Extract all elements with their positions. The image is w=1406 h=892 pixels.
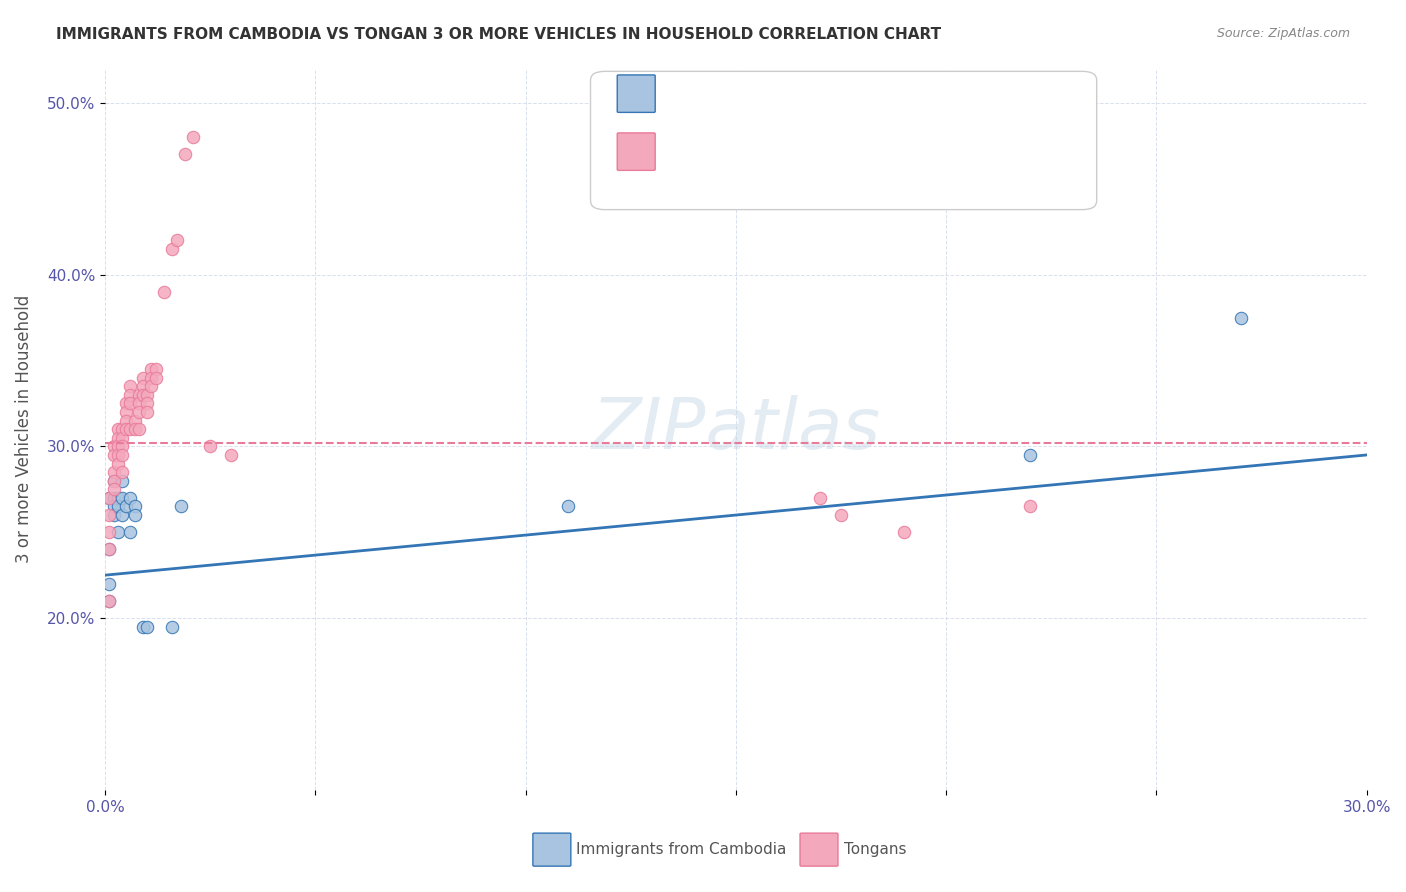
Point <box>115 405 138 419</box>
Point <box>111 431 134 445</box>
Point <box>1019 448 1042 462</box>
Point <box>107 525 129 540</box>
Point <box>170 500 193 514</box>
Text: IMMIGRANTS FROM CAMBODIA VS TONGAN 3 OR MORE VEHICLES IN HOUSEHOLD CORRELATION C: IMMIGRANTS FROM CAMBODIA VS TONGAN 3 OR … <box>56 27 942 42</box>
Point <box>141 379 163 393</box>
Point <box>98 594 121 608</box>
Point <box>166 233 188 247</box>
Point <box>120 388 142 402</box>
Point <box>219 448 242 462</box>
Point <box>136 405 159 419</box>
Point <box>830 508 852 522</box>
Point <box>893 525 915 540</box>
Point <box>120 525 142 540</box>
Point <box>132 370 155 384</box>
Text: Immigrants from Cambodia: Immigrants from Cambodia <box>576 842 787 856</box>
Point <box>141 370 163 384</box>
Point <box>103 491 125 505</box>
Y-axis label: 3 or more Vehicles in Household: 3 or more Vehicles in Household <box>15 295 32 564</box>
Point <box>107 422 129 436</box>
Point <box>111 422 134 436</box>
Point <box>98 491 121 505</box>
Point <box>111 474 134 488</box>
Point <box>124 422 146 436</box>
Point <box>128 422 150 436</box>
Point <box>162 620 184 634</box>
Point <box>1019 500 1042 514</box>
Point <box>124 414 146 428</box>
Point <box>103 474 125 488</box>
Text: N =: N = <box>780 143 828 161</box>
Point <box>162 242 184 256</box>
Text: N =: N = <box>780 85 828 103</box>
Point <box>107 448 129 462</box>
Point <box>128 405 150 419</box>
Point <box>132 379 155 393</box>
Point <box>107 457 129 471</box>
Text: R =: R = <box>664 143 700 161</box>
Point <box>98 525 121 540</box>
Point <box>98 508 121 522</box>
Point <box>124 500 146 514</box>
Point <box>115 396 138 410</box>
Point <box>124 508 146 522</box>
Point <box>120 379 142 393</box>
Point <box>107 500 129 514</box>
Text: 0.212: 0.212 <box>710 85 762 103</box>
Text: Tongans: Tongans <box>844 842 905 856</box>
Point <box>145 370 167 384</box>
Text: ZIPatlas: ZIPatlas <box>592 394 880 464</box>
Point <box>1229 310 1251 325</box>
Point <box>136 388 159 402</box>
Point <box>128 396 150 410</box>
Point <box>153 285 176 299</box>
Point <box>120 396 142 410</box>
Point <box>98 594 121 608</box>
Point <box>103 508 125 522</box>
Point <box>115 414 138 428</box>
Text: 26: 26 <box>844 85 866 103</box>
Point <box>557 500 579 514</box>
Point <box>103 500 125 514</box>
Point <box>107 431 129 445</box>
Point <box>98 491 121 505</box>
Point <box>200 439 222 453</box>
Point <box>111 465 134 479</box>
Point <box>111 491 134 505</box>
Point <box>145 362 167 376</box>
Point <box>115 422 138 436</box>
Point <box>136 396 159 410</box>
Point <box>103 474 125 488</box>
Point <box>103 465 125 479</box>
Point <box>132 620 155 634</box>
Point <box>103 483 125 497</box>
Point <box>103 448 125 462</box>
Point <box>136 620 159 634</box>
Point <box>174 147 197 161</box>
Point <box>808 491 831 505</box>
Point <box>132 388 155 402</box>
Point <box>183 130 205 145</box>
Point <box>111 439 134 453</box>
Point <box>111 448 134 462</box>
Point <box>107 439 129 453</box>
Point <box>103 439 125 453</box>
Point <box>120 422 142 436</box>
Point <box>128 388 150 402</box>
Point <box>141 362 163 376</box>
Point <box>98 542 121 557</box>
Point <box>115 500 138 514</box>
Point <box>120 491 142 505</box>
Point <box>107 491 129 505</box>
Point <box>98 576 121 591</box>
Text: 0.001: 0.001 <box>710 143 762 161</box>
Text: Source: ZipAtlas.com: Source: ZipAtlas.com <box>1216 27 1350 40</box>
Point <box>111 508 134 522</box>
Text: R =: R = <box>664 85 700 103</box>
Text: 56: 56 <box>844 143 866 161</box>
Point <box>98 542 121 557</box>
